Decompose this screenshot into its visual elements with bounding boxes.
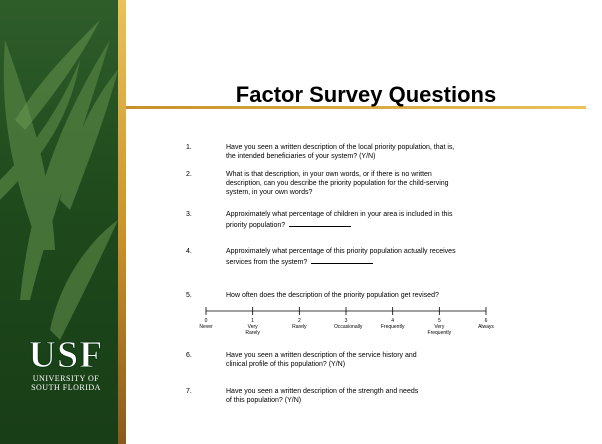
question-line-text: clinical profile of this population? (Y/… bbox=[226, 361, 345, 368]
question-line-text: Have you seen a written description of t… bbox=[226, 388, 418, 395]
question-number: 4. bbox=[186, 247, 192, 256]
scale-label: Never bbox=[184, 324, 228, 330]
question-number: 3. bbox=[186, 210, 192, 219]
scale-label: Always bbox=[464, 324, 508, 330]
question-line: clinical profile of this population? (Y/… bbox=[226, 360, 417, 369]
question-line: What is that description, in your own wo… bbox=[226, 170, 449, 179]
scale-label: Occasionally bbox=[324, 324, 368, 330]
question-text: What is that description, in your own wo… bbox=[226, 170, 449, 197]
question-line: How often does the description of the pr… bbox=[226, 291, 439, 300]
question-line: of this population? (Y/N) bbox=[226, 396, 418, 405]
answer-blank bbox=[311, 256, 373, 264]
question-text: Have you seen a written description of t… bbox=[226, 387, 418, 405]
question-line: priority population? bbox=[226, 219, 452, 230]
question-line-text: the intended beneficiaries of your syste… bbox=[226, 153, 375, 160]
question-line-text: priority population? bbox=[226, 222, 285, 229]
answer-blank bbox=[289, 219, 351, 227]
scale-label: Very Frequently bbox=[417, 324, 461, 336]
question-line: Approximately what percentage of this pr… bbox=[226, 247, 456, 256]
question-text: Have you seen a written description of t… bbox=[226, 143, 454, 161]
question-number: 1. bbox=[186, 143, 192, 152]
question-line-text: system, in your own words? bbox=[226, 189, 312, 196]
question-text: How often does the description of the pr… bbox=[226, 291, 439, 300]
question-line-text: services from the system? bbox=[226, 259, 307, 266]
question-line-text: Have you seen a written description of t… bbox=[226, 144, 454, 151]
question-line: Approximately what percentage of childre… bbox=[226, 210, 452, 219]
question-line-text: Have you seen a written description of t… bbox=[226, 352, 417, 359]
question-line-text: of this population? (Y/N) bbox=[226, 397, 301, 404]
question-line: Have you seen a written description of t… bbox=[226, 351, 417, 360]
scale-label: Very Rarely bbox=[231, 324, 275, 336]
slide: USF UNIVERSITY OF SOUTH FLORIDA Factor S… bbox=[0, 0, 602, 444]
question-number: 5. bbox=[186, 291, 192, 300]
question-line-text: How often does the description of the pr… bbox=[226, 292, 439, 299]
question-line: services from the system? bbox=[226, 256, 456, 267]
scale-label: Frequently bbox=[371, 324, 415, 330]
question-text: Approximately what percentage of this pr… bbox=[226, 247, 456, 267]
question-text: Have you seen a written description of t… bbox=[226, 351, 417, 369]
question-line-text: description, can you describe the priori… bbox=[226, 180, 449, 187]
question-line-text: What is that description, in your own wo… bbox=[226, 171, 432, 178]
question-line: Have you seen a written description of t… bbox=[226, 143, 454, 152]
question-number: 7. bbox=[186, 387, 192, 396]
question-number: 6. bbox=[186, 351, 192, 360]
question-line: the intended beneficiaries of your syste… bbox=[226, 152, 454, 161]
question-line: system, in your own words? bbox=[226, 188, 449, 197]
question-line: Have you seen a written description of t… bbox=[226, 387, 418, 396]
question-number: 2. bbox=[186, 170, 192, 179]
question-text: Approximately what percentage of childre… bbox=[226, 210, 452, 230]
question-line-text: Approximately what percentage of childre… bbox=[226, 211, 452, 218]
question-line-text: Approximately what percentage of this pr… bbox=[226, 248, 456, 255]
question-line: description, can you describe the priori… bbox=[226, 179, 449, 188]
scale-label: Rarely bbox=[277, 324, 321, 330]
